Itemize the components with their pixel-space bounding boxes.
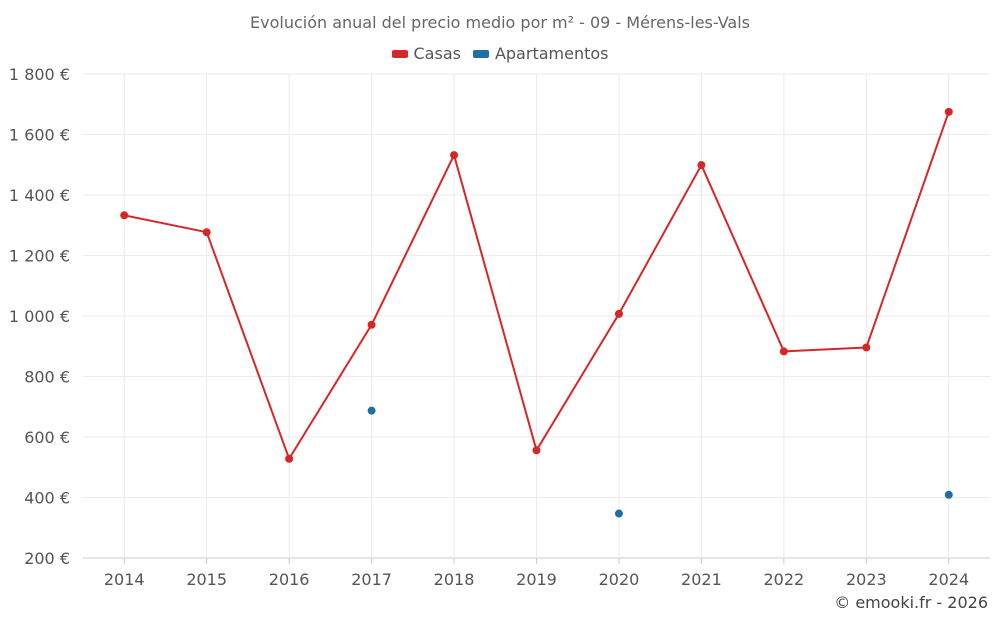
x-tick-label: 2019 bbox=[516, 570, 557, 589]
data-point-casas bbox=[862, 343, 871, 352]
y-tick-label: 1 600 € bbox=[9, 126, 70, 145]
chart-title: Evolución anual del precio medio por m² … bbox=[250, 13, 750, 32]
legend: Casas Apartamentos bbox=[0, 44, 1000, 63]
x-tick-label: 2018 bbox=[434, 570, 475, 589]
y-tick-label: 1 000 € bbox=[9, 307, 70, 326]
y-tick-label: 800 € bbox=[24, 368, 70, 387]
data-point-casas bbox=[532, 446, 541, 455]
x-tick-label: 2016 bbox=[269, 570, 310, 589]
data-point-apartamentos bbox=[944, 490, 953, 499]
data-point-apartamentos bbox=[614, 509, 623, 518]
data-point-casas bbox=[367, 320, 376, 329]
y-tick-label: 600 € bbox=[24, 428, 70, 447]
legend-item-casas[interactable]: Casas bbox=[391, 44, 461, 63]
data-point-apartamentos bbox=[367, 406, 376, 415]
y-tick-label: 1 400 € bbox=[9, 186, 70, 205]
legend-label-casas: Casas bbox=[413, 44, 461, 63]
y-tick-label: 200 € bbox=[24, 549, 70, 568]
data-point-casas bbox=[120, 211, 129, 220]
legend-swatch-casas bbox=[391, 49, 408, 58]
data-point-casas bbox=[285, 454, 294, 463]
data-point-casas bbox=[450, 151, 459, 160]
x-tick-label: 2022 bbox=[764, 570, 805, 589]
x-tick-label: 2020 bbox=[599, 570, 640, 589]
data-point-casas bbox=[614, 309, 623, 318]
legend-label-apartamentos: Apartamentos bbox=[494, 44, 609, 63]
credit-text: © emooki.fr - 2026 bbox=[834, 593, 988, 612]
y-tick-label: 1 800 € bbox=[9, 65, 70, 84]
data-point-casas bbox=[779, 347, 788, 356]
x-tick-label: 2015 bbox=[186, 570, 227, 589]
data-point-casas bbox=[697, 161, 706, 170]
x-tick-label: 2014 bbox=[104, 570, 145, 589]
x-tick-label: 2017 bbox=[351, 570, 392, 589]
x-tick-label: 2023 bbox=[846, 570, 887, 589]
data-point-casas bbox=[944, 107, 953, 116]
x-tick-label: 2024 bbox=[928, 570, 969, 589]
x-tick-label: 2021 bbox=[681, 570, 722, 589]
y-tick-label: 1 200 € bbox=[9, 247, 70, 266]
legend-item-apartamentos[interactable]: Apartamentos bbox=[472, 44, 609, 63]
legend-swatch-apartamentos bbox=[472, 49, 489, 58]
data-point-casas bbox=[202, 228, 211, 237]
y-tick-label: 400 € bbox=[24, 489, 70, 508]
